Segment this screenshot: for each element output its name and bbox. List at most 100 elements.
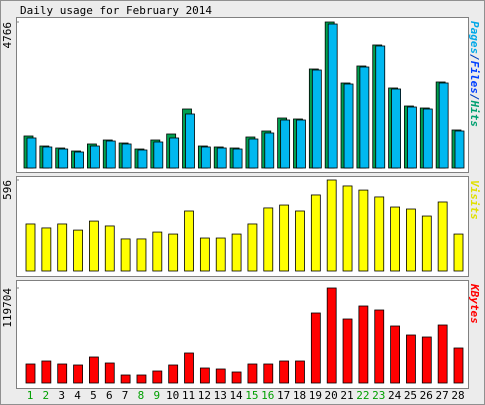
x-tick-label: 22	[356, 389, 369, 402]
axis-label-part: /	[468, 54, 481, 61]
bar	[26, 137, 37, 169]
x-tick-label: 6	[106, 389, 113, 402]
bar	[89, 356, 99, 384]
axis-label-part: Visits	[468, 180, 481, 220]
bar	[406, 208, 416, 272]
bar	[90, 145, 100, 169]
x-tick-label: 4	[74, 389, 81, 402]
bar	[137, 149, 148, 169]
bar	[184, 210, 194, 272]
y-tick-label: 596	[1, 180, 14, 200]
axis-label-part: Files	[468, 61, 481, 94]
bar	[374, 196, 385, 272]
x-tick-label: 15	[245, 389, 258, 402]
bar	[231, 371, 242, 384]
bar	[390, 325, 400, 384]
bar	[453, 233, 464, 272]
bar	[168, 364, 179, 384]
bar	[437, 201, 448, 272]
x-tick-label: 25	[404, 389, 417, 402]
y-tick-label: 119704	[1, 288, 14, 328]
bar	[248, 138, 259, 169]
bar	[358, 189, 369, 272]
bar	[73, 364, 83, 384]
bar	[406, 334, 416, 384]
bar	[310, 312, 321, 384]
bar	[152, 231, 163, 272]
bar	[375, 45, 386, 169]
bar	[343, 83, 354, 169]
bar	[421, 336, 432, 384]
axis-label: Pages/Files/Hits	[468, 21, 481, 127]
x-tick-label: 20	[325, 389, 338, 402]
bar	[185, 113, 195, 169]
bar	[25, 363, 36, 384]
bar	[120, 374, 131, 384]
bar	[453, 347, 464, 384]
panel	[16, 280, 469, 389]
bar	[296, 119, 306, 169]
bar	[390, 206, 400, 272]
bar	[41, 227, 52, 272]
bar	[247, 223, 258, 272]
bar	[200, 146, 211, 169]
bar	[264, 132, 275, 169]
axis-label-part: Pages	[468, 21, 481, 54]
bar	[279, 360, 290, 384]
bar	[342, 318, 353, 384]
bar	[152, 370, 163, 384]
chart-title: Daily usage for February 2014	[20, 4, 212, 17]
x-tick-label: 8	[138, 389, 145, 402]
x-tick-label: 2	[43, 389, 50, 402]
bar	[421, 215, 432, 272]
x-tick-label: 10	[166, 389, 179, 402]
bar	[295, 360, 305, 384]
bar	[454, 130, 465, 169]
axis-label-part: /	[468, 94, 481, 101]
axis-label-part: Hits	[468, 100, 481, 128]
bar	[199, 237, 210, 272]
x-tick-label: 3	[58, 389, 65, 402]
x-tick-label: 18	[293, 389, 306, 402]
bar	[407, 106, 417, 169]
bar	[215, 368, 226, 384]
bar	[57, 363, 68, 384]
bar	[136, 238, 147, 272]
bar	[231, 233, 242, 272]
bar	[359, 66, 370, 169]
bar	[89, 220, 99, 272]
x-tick-label: 21	[340, 389, 353, 402]
bar	[58, 148, 69, 169]
bar	[391, 88, 401, 169]
bar	[42, 146, 53, 169]
y-tick-label: 4766	[1, 22, 14, 49]
bar	[120, 238, 131, 272]
bar	[247, 363, 258, 384]
bar	[199, 367, 210, 384]
bar	[73, 229, 83, 272]
bar	[104, 225, 115, 272]
bar	[280, 119, 291, 169]
bar	[263, 207, 274, 272]
x-tick-label: 5	[90, 389, 97, 402]
bar	[263, 363, 274, 384]
axis-label: Visits	[468, 180, 481, 220]
x-tick-label: 14	[229, 389, 243, 402]
bar	[310, 194, 321, 272]
x-tick-label: 1	[27, 389, 34, 402]
bar	[295, 210, 305, 272]
x-tick-label: 16	[261, 389, 274, 402]
x-tick-label: 23	[372, 389, 385, 402]
bar	[358, 305, 369, 384]
bar	[104, 362, 115, 384]
bar	[41, 360, 52, 384]
x-tick-label: 27	[436, 389, 449, 402]
bar	[216, 147, 227, 169]
x-tick-label: 26	[420, 389, 433, 402]
bar	[25, 223, 36, 272]
x-tick-label: 28	[451, 389, 464, 402]
panel	[16, 176, 469, 277]
bar	[438, 82, 449, 169]
bar	[57, 223, 68, 272]
axis-label-part: KBytes	[468, 283, 481, 324]
